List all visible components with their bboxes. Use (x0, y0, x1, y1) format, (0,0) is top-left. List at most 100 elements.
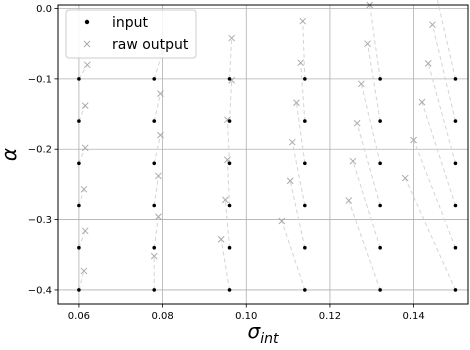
connector-line (289, 180, 306, 248)
raw-output-point (299, 17, 307, 25)
input-point (152, 161, 157, 166)
raw-output-point (217, 235, 225, 243)
connector-line (300, 62, 306, 122)
connector-line (302, 21, 306, 79)
connector-line (295, 102, 306, 164)
input-point (303, 203, 307, 208)
connector-line (413, 139, 456, 248)
raw-output-point (157, 131, 164, 139)
input-point (303, 288, 307, 292)
connector-line (427, 63, 456, 164)
raw-output-point (410, 136, 417, 144)
x-tick-label: 0.14 (402, 311, 424, 322)
input-point (77, 77, 81, 81)
input-point (378, 161, 382, 166)
legend-raw-output-label: raw output (112, 37, 189, 53)
raw-output-point (288, 138, 296, 146)
connector-line (78, 270, 85, 291)
input-point (152, 119, 157, 123)
input-point (77, 288, 81, 292)
y-tick-label: −0.4 (28, 285, 52, 296)
connector-line (78, 147, 86, 164)
connector-line (153, 175, 159, 206)
connector-line (356, 123, 381, 206)
raw-output-stroke (410, 136, 417, 144)
connector-line (367, 43, 381, 122)
input-point (378, 203, 382, 208)
connector-line (404, 177, 456, 291)
raw-output-stroke (353, 119, 361, 127)
input-point (453, 119, 458, 123)
x-tick-label: 0.06 (68, 311, 90, 322)
connector-line (436, 0, 456, 79)
connector-line (78, 64, 88, 80)
y-axis-label: α (0, 148, 21, 161)
raw-output-point (429, 21, 436, 29)
input-point (152, 288, 157, 292)
raw-output-stroke (401, 174, 409, 182)
input-point (303, 77, 307, 81)
plot-frame (57, 4, 469, 305)
raw-output-stroke (150, 252, 158, 260)
raw-output-stroke (81, 227, 89, 235)
connector-line (226, 119, 231, 164)
input-point (453, 245, 458, 250)
input-point (378, 77, 382, 81)
raw-output-point (150, 252, 158, 260)
y-tick-label: 0.0 (36, 4, 52, 15)
connector-line (352, 161, 381, 248)
x-tick-label: 0.08 (151, 311, 173, 322)
raw-output-point (353, 119, 361, 127)
raw-output-stroke (157, 131, 164, 139)
connector-line (78, 230, 86, 248)
raw-output-stroke (155, 213, 162, 221)
input-point (378, 288, 382, 292)
raw-output-stroke (224, 116, 231, 124)
input-point (453, 77, 458, 81)
raw-output-point (364, 40, 371, 48)
connector-line (153, 135, 161, 164)
x-axis-label: σint (248, 319, 279, 347)
input-point (152, 245, 157, 250)
connector-line (220, 239, 231, 291)
raw-output-stroke (286, 177, 294, 185)
raw-output-stroke (364, 40, 371, 48)
connector-line (291, 142, 306, 206)
input-point (227, 245, 232, 250)
raw-output-stroke (349, 157, 357, 165)
connector-lines (78, 0, 456, 291)
raw-output-stroke (80, 185, 88, 193)
connector-line (348, 200, 381, 291)
raw-output-stroke (424, 60, 432, 67)
connector-line (153, 93, 161, 122)
raw-output-point (349, 157, 357, 165)
raw-output-point (297, 59, 305, 67)
raw-output-point (401, 174, 409, 182)
connector-line (226, 159, 231, 206)
raw-output-point (424, 60, 432, 67)
raw-output-point (155, 172, 162, 180)
raw-output-stroke (357, 80, 365, 88)
connector-line (360, 83, 381, 164)
raw-output-point (357, 80, 365, 88)
connector-line (229, 80, 233, 122)
input-point (227, 77, 232, 81)
raw-output-point (155, 213, 162, 221)
raw-output-point (418, 98, 426, 106)
connector-line (229, 38, 233, 79)
input-series (77, 77, 458, 292)
input-point (77, 119, 81, 123)
raw-output-stroke (293, 99, 300, 107)
raw-output-point (278, 217, 286, 225)
x-axis-label-subscript: int (260, 331, 279, 347)
raw-output-point (228, 34, 235, 42)
raw-output-stroke (155, 172, 162, 180)
raw-output-point (286, 177, 294, 185)
input-point (152, 77, 157, 81)
raw-output-stroke (228, 34, 235, 42)
raw-output-stroke (299, 17, 307, 25)
input-point (152, 203, 157, 208)
raw-output-stroke (81, 144, 89, 152)
input-point (303, 161, 307, 166)
raw-output-point (293, 99, 300, 107)
